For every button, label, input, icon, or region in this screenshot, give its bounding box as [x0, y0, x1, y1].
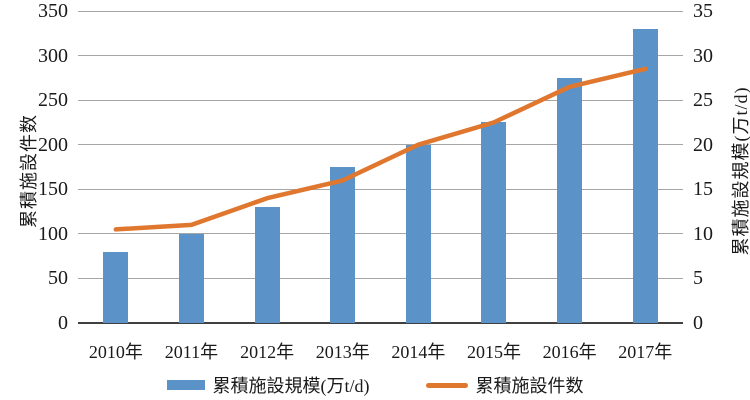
line-series-swatch [425, 382, 468, 388]
left-axis-tick-label: 300 [38, 44, 68, 67]
left-axis-tick-label: 350 [38, 0, 68, 22]
bar-2015年 [481, 122, 507, 323]
gridline [78, 55, 683, 57]
x-axis-label: 2011年 [164, 342, 219, 362]
right-axis-tick-label: 5 [693, 267, 703, 290]
right-axis-tick-label: 30 [693, 44, 713, 67]
bar-2010年 [103, 251, 129, 323]
bar-2012年 [254, 207, 280, 323]
gridline [78, 277, 683, 279]
left-axis-tick-label: 100 [38, 222, 68, 245]
right-axis-tick-label: 20 [693, 133, 713, 156]
x-axis-line [78, 322, 683, 324]
bar-2017年 [632, 28, 658, 323]
x-axis-label: 2016年 [542, 342, 597, 362]
bar-series-label: 累積施設規模(万t/d) [212, 376, 370, 396]
x-axis-label: 2015年 [466, 342, 521, 362]
x-axis-label: 2014年 [391, 342, 446, 362]
left-axis-tick-label: 0 [58, 312, 68, 334]
gridline [78, 99, 683, 101]
bar-series-swatch [166, 380, 205, 390]
x-axis-label: 2010年 [88, 342, 143, 362]
left-axis-tick-label: 50 [48, 267, 68, 290]
legend-item-line-series: 累積施設件数 [425, 372, 584, 398]
bar-2013年 [330, 167, 356, 323]
left-axis-tick-label: 250 [38, 89, 68, 112]
legend: 累積施設規模(万t/d) 累積施設件数 [0, 372, 750, 398]
line-series-label: 累積施設件数 [475, 376, 584, 396]
left-axis-tick-label: 150 [38, 178, 68, 201]
right-axis-tick-label: 25 [693, 89, 713, 112]
x-axis-label: 2017年 [618, 342, 673, 362]
left-axis-tick-label: 200 [38, 133, 68, 156]
gridline [78, 10, 683, 12]
plot-area [78, 10, 683, 324]
right-axis-tick-label: 0 [693, 312, 703, 334]
line-series [113, 66, 648, 232]
right-axis-tick-label: 15 [693, 178, 713, 201]
x-axis-label: 2012年 [240, 342, 295, 362]
legend-item-bar-series: 累積施設規模(万t/d) [166, 372, 370, 398]
bar-2011年 [178, 233, 204, 323]
gridline [78, 233, 683, 235]
x-axis-label: 2013年 [315, 342, 370, 362]
gridline [78, 188, 683, 190]
bar-2016年 [557, 77, 583, 323]
gridline [78, 144, 683, 146]
right-axis-tick-label: 35 [693, 0, 713, 22]
bar-2014年 [405, 144, 431, 323]
right-axis-tick-label: 10 [693, 222, 713, 245]
